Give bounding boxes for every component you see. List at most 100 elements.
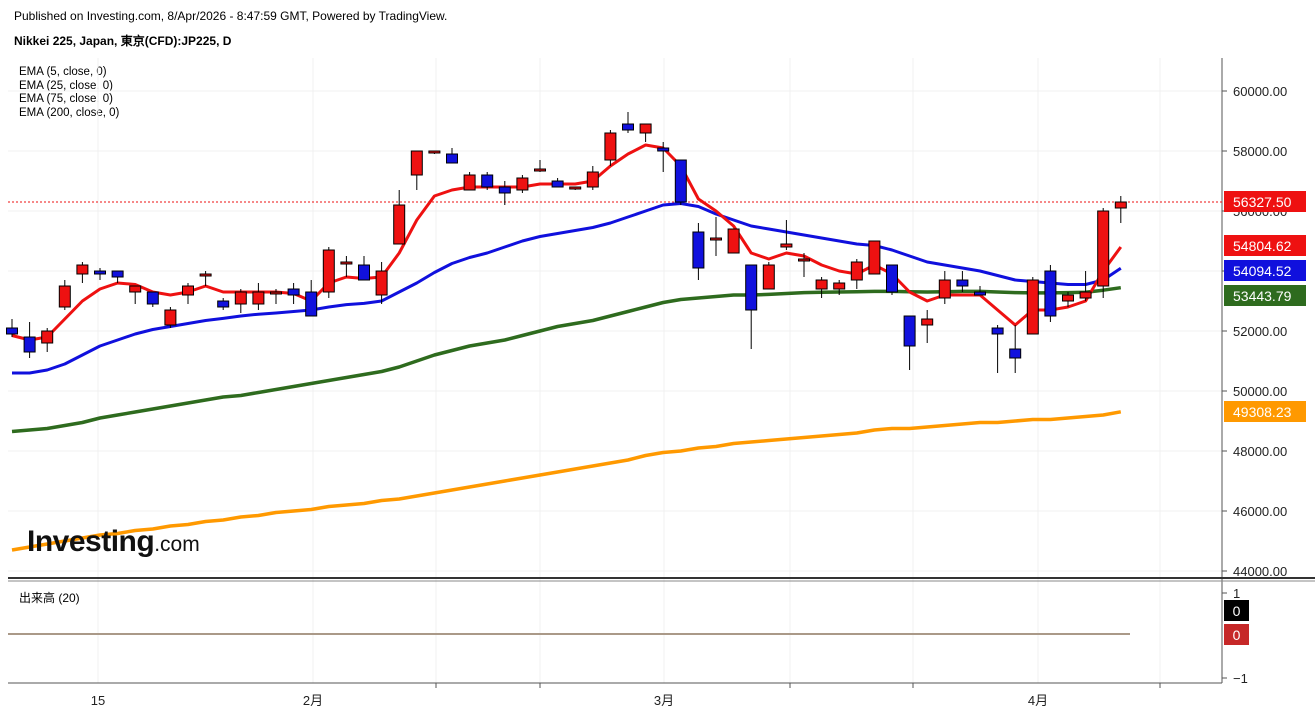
- candle-body: [569, 186, 582, 190]
- candle-body: [622, 123, 634, 131]
- candle-body: [234, 291, 247, 305]
- candle-body: [182, 285, 194, 296]
- candle-body: [129, 285, 142, 293]
- y-tick-label: 50000.00: [1233, 384, 1287, 399]
- candle-body: [340, 261, 353, 265]
- legend-ema25[interactable]: EMA (25, close, 0): [19, 79, 113, 92]
- y-tick-label: 46000.00: [1233, 504, 1287, 519]
- candle-body: [534, 168, 546, 172]
- candle-body: [58, 285, 71, 308]
- badge-ema200: [1224, 401, 1306, 422]
- candle-body: [164, 309, 177, 326]
- candle-body: [657, 147, 670, 152]
- y-tick-label: 52000.00: [1233, 324, 1287, 339]
- candle-body: [710, 237, 722, 241]
- x-tick-label: 4月: [1028, 693, 1048, 708]
- candle-body: [481, 174, 494, 188]
- candle-body: [850, 261, 863, 281]
- candle-body: [762, 264, 775, 290]
- candle-body: [23, 336, 36, 353]
- candle-body: [410, 150, 423, 176]
- investing-logo: Investing.com: [27, 525, 200, 559]
- volume-label: 出来高 (20): [19, 591, 80, 605]
- candles: [6, 112, 1127, 373]
- candle-body: [780, 243, 793, 248]
- badge-ema75-label: 53443.79: [1233, 288, 1292, 304]
- candle-body: [956, 279, 969, 287]
- candle-body: [446, 153, 458, 164]
- candle-body: [287, 288, 300, 296]
- badge-last-label: 56327.50: [1233, 194, 1292, 210]
- candle-body: [1097, 210, 1110, 287]
- logo-suffix: .com: [154, 533, 200, 556]
- candle-body: [1009, 348, 1022, 359]
- y-tick-label: 60000.00: [1233, 84, 1287, 99]
- x-tick-label: 2月: [303, 693, 323, 708]
- candle-body: [322, 249, 335, 293]
- candle-body: [428, 150, 441, 154]
- candle-body: [815, 279, 828, 290]
- candle-body: [270, 291, 282, 295]
- price-badges: 56327.50 54804.62 54094.52 53443.79 49308.23: [1224, 191, 1306, 422]
- candle-body: [604, 132, 617, 161]
- candle-body: [833, 282, 846, 290]
- y-tick-label: 44000.00: [1233, 564, 1287, 579]
- badge-ema75: [1224, 285, 1306, 306]
- candle-body: [551, 180, 564, 188]
- volume-pane: 1 −1 0 0: [8, 586, 1249, 686]
- candle-body: [1079, 291, 1092, 299]
- candle-body: [1044, 270, 1057, 317]
- vol-badge: [1224, 624, 1249, 645]
- ema-lines: [8, 143, 1222, 552]
- y-tick-label: 58000.00: [1233, 144, 1287, 159]
- candle-body: [94, 270, 106, 275]
- candle-body: [868, 240, 881, 275]
- ema200-line: [11, 410, 1122, 552]
- legend-ema5[interactable]: EMA (5, close, 0): [19, 66, 107, 78]
- candle-body: [921, 318, 934, 326]
- candle-body: [974, 291, 986, 296]
- vol-badge: [1224, 600, 1249, 621]
- candle-body: [305, 291, 318, 317]
- published-text: Published on Investing.com, 8/Apr/2026 -…: [14, 9, 448, 23]
- candle-body: [41, 330, 54, 344]
- x-tick-label: 3月: [654, 693, 674, 708]
- instrument-title: Nikkei 225, Japan, 東京(CFD):JP225, D: [14, 34, 232, 48]
- candle-body: [498, 186, 511, 194]
- vol-badge-label: 0: [1233, 627, 1241, 643]
- badge-ema5: [1224, 235, 1306, 256]
- badge-ema5-label: 54804.62: [1233, 238, 1292, 254]
- candle-body: [1062, 294, 1074, 302]
- candle-body: [146, 291, 159, 305]
- candle-body: [674, 159, 687, 203]
- legend-ema200[interactable]: EMA (200, close, 0): [19, 106, 120, 119]
- candle-body: [1114, 201, 1127, 209]
- x-axis-labels: 15 2月 3月 4月: [91, 683, 1161, 708]
- candle-body: [727, 228, 740, 254]
- candle-body: [217, 300, 230, 308]
- candle-body: [111, 270, 124, 278]
- y-tick-label: 48000.00: [1233, 444, 1287, 459]
- candle-body: [6, 327, 18, 335]
- badge-last: [1224, 191, 1306, 212]
- candle-body: [393, 204, 406, 245]
- vol-tick-label: −1: [1233, 671, 1248, 686]
- ema5-line: [11, 143, 1123, 342]
- candle-body: [639, 123, 652, 134]
- candle-body: [991, 327, 1004, 335]
- candle-body: [903, 315, 916, 347]
- badge-ema25-label: 54094.52: [1233, 263, 1292, 279]
- candle-body: [886, 264, 898, 293]
- candle-body: [252, 291, 265, 305]
- candle-body: [745, 264, 758, 311]
- logo-main: Investing: [27, 525, 155, 558]
- x-tick-label: 15: [91, 693, 105, 708]
- badge-ema200-label: 49308.23: [1233, 404, 1292, 420]
- candle-body: [375, 270, 388, 296]
- candle-body: [358, 264, 370, 281]
- candle-body: [938, 279, 951, 299]
- vol-badge-label: 0: [1233, 603, 1241, 619]
- candle-body: [798, 258, 810, 262]
- legend-ema75[interactable]: EMA (75, close, 0): [19, 93, 113, 105]
